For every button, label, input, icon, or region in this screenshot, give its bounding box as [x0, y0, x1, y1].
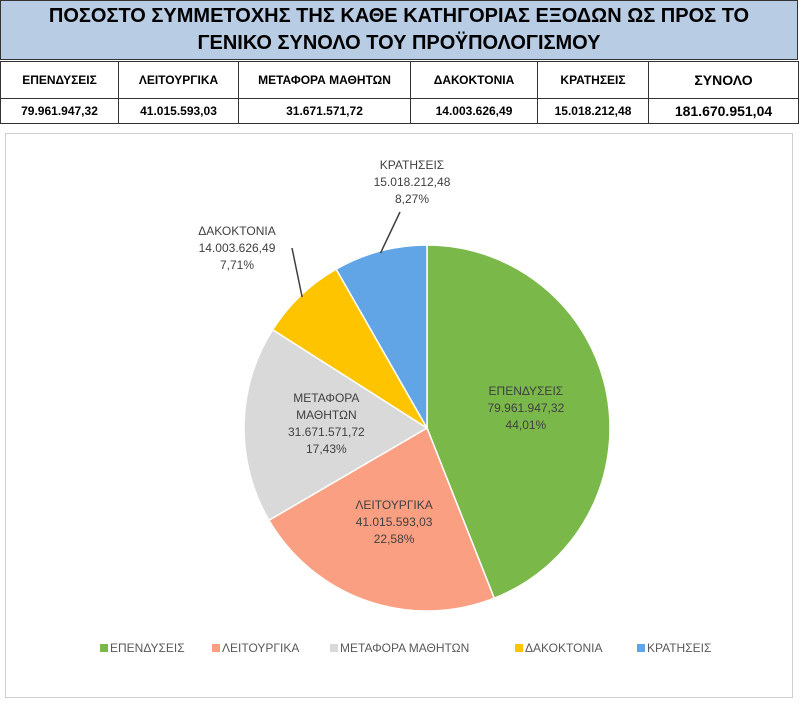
slice-category: ΜΕΤΑΦΟΡΑ ΜΑΘΗΤΩΝ — [293, 391, 360, 423]
slice-value: 14.003.626,49 — [198, 241, 276, 255]
slice-value: 15.018.212,48 — [373, 175, 451, 189]
table-title: ΠΟΣΟΣΤΟ ΣΥΜΜΕΤΟΧΗΣ ΤΗΣ ΚΑΘΕ ΚΑΤΗΓΟΡΙΑΣ Ε… — [0, 0, 798, 60]
slice-label: ΛΕΙΤΟΥΡΓΙΚΑ 41.015.593,03 22,58% — [329, 497, 459, 548]
value-cell: 15.018.212,48 — [537, 98, 649, 124]
slice-category: ΚΡΑΤΗΣΕΙΣ — [379, 158, 445, 172]
header-cell: ΕΠΕΝΔΥΣΕΙΣ — [0, 61, 119, 99]
leader-line — [379, 211, 401, 254]
slice-percent: 22,58% — [373, 532, 415, 547]
slice-percent: 17,43% — [306, 442, 347, 457]
value-cell: 79.961.947,32 — [0, 98, 119, 124]
legend-marker — [637, 644, 645, 652]
slice-label: ΔΑΚΟΚΤΟΝΙΑ 14.003.626,49 7,71% — [172, 223, 302, 274]
slice-category: ΔΑΚΟΚΤΟΝΙΑ — [198, 224, 276, 238]
slice-label: ΕΠΕΝΔΥΣΕΙΣ 79.961.947,32 44,01% — [461, 383, 591, 434]
pie-slice — [426, 244, 611, 600]
legend-marker — [100, 644, 108, 652]
slice-category: ΛΕΙΤΟΥΡΓΙΚΑ — [355, 498, 433, 513]
chart-area — [5, 133, 793, 698]
legend-marker — [330, 644, 338, 652]
legend-label: ΛΕΙΤΟΥΡΓΙΚΑ — [222, 641, 300, 655]
pie-slice — [243, 328, 429, 522]
slice-value: 79.961.947,32 — [487, 401, 565, 416]
leader-line — [291, 247, 303, 298]
summary-table: ΕΠΕΝΔΥΣΕΙΣ ΛΕΙΤΟΥΡΓΙΚΑ ΜΕΤΑΦΟΡΑ ΜΑΘΗΤΩΝ ΔΑΚ… — [0, 61, 799, 124]
header-cell: ΔΑΚΟΚΤΟΝΙΑ — [410, 61, 538, 99]
value-cell: 181.670.951,04 — [648, 98, 799, 124]
legend-label: ΜΕΤΑΦΟΡΑ ΜΑΘΗΤΩΝ — [340, 641, 470, 655]
legend-label: ΔΑΚΟΚΤΟΝΙΑ — [525, 641, 603, 655]
value-cell: 41.015.593,03 — [118, 98, 239, 124]
header-row: ΕΠΕΝΔΥΣΕΙΣ ΛΕΙΤΟΥΡΓΙΚΑ ΜΕΤΑΦΟΡΑ ΜΑΘΗΤΩΝ ΔΑΚ… — [0, 61, 799, 99]
legend-marker — [515, 644, 523, 652]
value-row: 79.961.947,32 41.015.593,03 31.671.571,72 1… — [0, 98, 799, 124]
legend-label: ΕΠΕΝΔΥΣΕΙΣ — [110, 641, 185, 655]
slice-percent: 8,27% — [394, 192, 430, 206]
legend-marker — [212, 644, 220, 652]
slice-label: ΜΕΤΑΦΟΡΑ ΜΑΘΗΤΩΝ 31.671.571,72 17,43% — [276, 390, 376, 458]
slice-percent: 44,01% — [505, 418, 547, 433]
header-cell: ΛΕΙΤΟΥΡΓΙΚΑ — [118, 61, 239, 99]
header-cell: ΜΕΤΑΦΟΡΑ ΜΑΘΗΤΩΝ — [238, 61, 411, 99]
pie-slice — [335, 244, 428, 431]
slice-percent: 7,71% — [219, 258, 255, 272]
legend-label: ΚΡΑΤΗΣΕΙΣ — [647, 641, 712, 655]
value-cell: 14.003.626,49 — [410, 98, 538, 124]
pie-slice — [267, 426, 496, 612]
slice-category: ΕΠΕΝΔΥΣΕΙΣ — [488, 384, 564, 399]
slice-value: 41.015.593,03 — [355, 515, 433, 530]
slice-label: ΚΡΑΤΗΣΕΙΣ 15.018.212,48 8,27% — [347, 157, 477, 208]
header-cell: ΣΥΝΟΛΟ — [648, 61, 799, 99]
slice-value: 31.671.571,72 — [287, 425, 365, 440]
value-cell: 31.671.571,72 — [238, 98, 411, 124]
